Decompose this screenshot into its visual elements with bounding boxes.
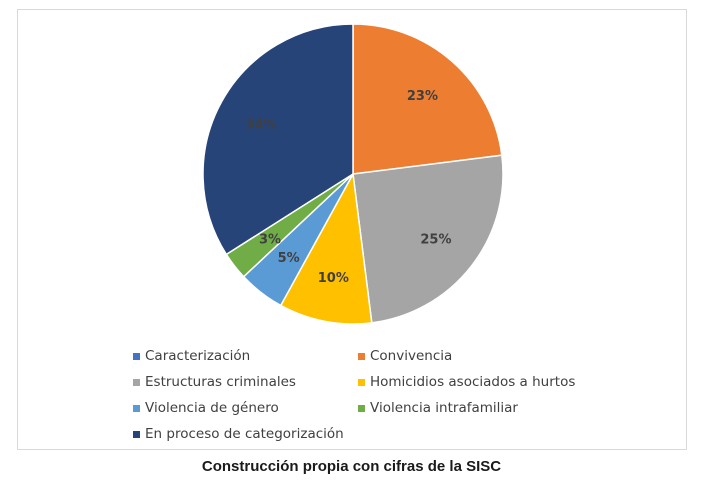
legend-item: En proceso de categorización	[133, 426, 358, 442]
slice-data-label-3: 10%	[318, 271, 349, 286]
pie-slice-6	[202, 23, 354, 256]
legend-row: Violencia de género Violencia intrafamili…	[133, 395, 603, 421]
legend: Caracterización Convivencia Estructuras cr…	[133, 343, 603, 447]
legend-item: Homicidios asociados a hurtos	[358, 374, 583, 390]
legend-swatch	[133, 352, 140, 360]
legend-label: Caracterización	[145, 348, 251, 364]
legend-label: En proceso de categorización	[145, 426, 344, 442]
legend-item: Violencia intrafamiliar	[358, 400, 583, 416]
legend-swatch	[133, 404, 140, 412]
legend-swatch	[358, 378, 365, 386]
legend-label: Estructuras criminales	[145, 374, 296, 390]
slice-data-label-1: 23%	[407, 89, 438, 104]
legend-item: Convivencia	[358, 348, 583, 364]
slice-data-label-5: 3%	[259, 232, 281, 247]
legend-row: Estructuras criminales Homicidios asociad…	[133, 369, 603, 395]
legend-item: Violencia de género	[133, 400, 358, 416]
legend-row: En proceso de categorización	[133, 421, 603, 447]
pie-slice-1	[352, 23, 503, 175]
legend-swatch	[133, 378, 140, 386]
legend-swatch	[358, 404, 365, 412]
chart-frame: 23% 25% 10% 5% 3% 34% Caracterización Conviven…	[17, 9, 687, 450]
slice-data-label-6: 34%	[245, 117, 276, 132]
chart-caption: Construcción propia con cifras de la SIS…	[201, 458, 502, 475]
pie-slice-2	[352, 154, 504, 324]
legend-item: Caracterización	[133, 348, 358, 364]
legend-label: Violencia intrafamiliar	[370, 400, 518, 416]
slice-data-label-4: 5%	[278, 251, 300, 266]
legend-swatch	[358, 352, 365, 360]
legend-row: Caracterización Convivencia	[133, 343, 603, 369]
legend-swatch	[133, 430, 140, 438]
legend-label: Violencia de género	[145, 400, 279, 416]
slice-data-label-2: 25%	[420, 232, 451, 247]
legend-item: Estructuras criminales	[133, 374, 358, 390]
legend-label: Convivencia	[370, 348, 453, 364]
pie-slice-3	[279, 171, 373, 325]
legend-label: Homicidios asociados a hurtos	[370, 374, 576, 390]
pie-chart: 23% 25% 10% 5% 3% 34%	[202, 23, 504, 325]
